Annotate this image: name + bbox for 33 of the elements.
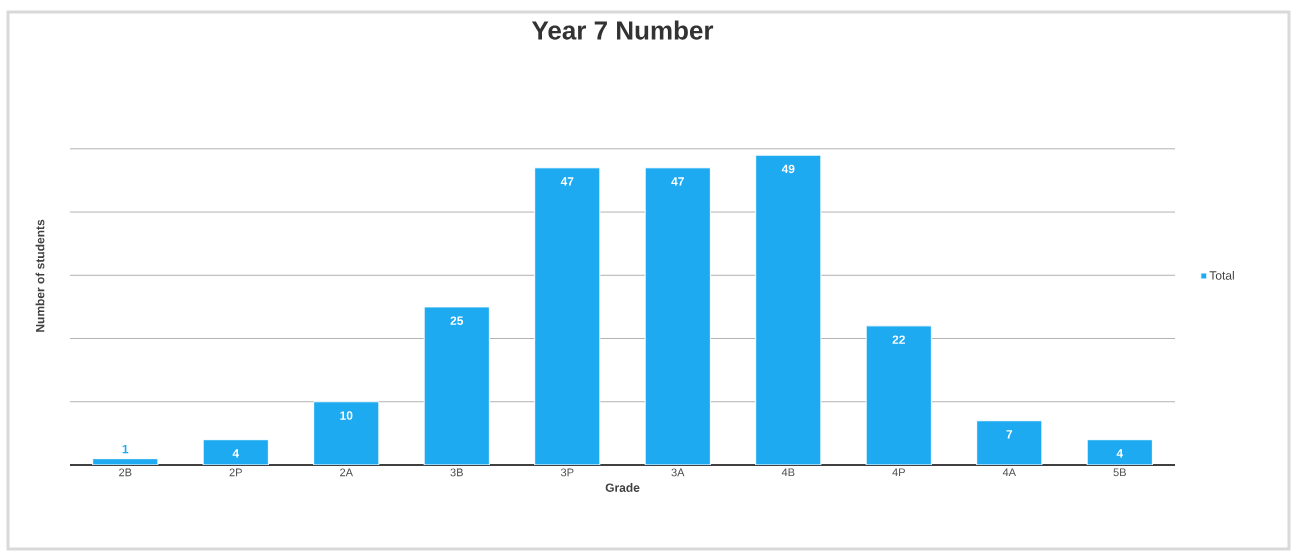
x-tick-label: 2A [340, 468, 353, 477]
x-tick-label: 3P [560, 468, 574, 477]
x-tick-label: 2B [119, 468, 132, 477]
data-label: 47 [560, 177, 574, 186]
x-tick-label: 4P [892, 468, 905, 477]
data-label: 49 [781, 164, 795, 174]
bar [976, 420, 1043, 465]
legend-label: Total [1209, 270, 1234, 280]
x-tick-label: 3A [671, 468, 685, 477]
data-label: 4 [232, 449, 240, 458]
data-label: 4 [1116, 449, 1124, 458]
bar [534, 167, 601, 465]
data-label: 47 [671, 177, 684, 186]
x-tick-label: 2P [229, 468, 242, 477]
data-label: 7 [1006, 430, 1013, 439]
data-label: 10 [340, 411, 353, 420]
bar [755, 154, 822, 465]
bar [644, 167, 711, 465]
y-axis-title: Number of students [35, 219, 45, 332]
bar [202, 439, 269, 465]
chart-title: Year 7 Number [531, 20, 714, 40]
bar [1086, 439, 1153, 465]
x-tick-label: 5B [1113, 468, 1126, 477]
x-axis-title: Grade [605, 483, 640, 492]
x-tick-label: 4A [1002, 468, 1016, 477]
bar [313, 401, 380, 465]
data-label: 25 [450, 316, 464, 325]
bar [865, 325, 932, 465]
x-tick-label: 3B [450, 468, 463, 477]
data-label: 22 [892, 335, 905, 344]
data-label: 1 [122, 444, 129, 454]
x-tick-label: 4B [781, 468, 795, 477]
bar [423, 306, 490, 465]
